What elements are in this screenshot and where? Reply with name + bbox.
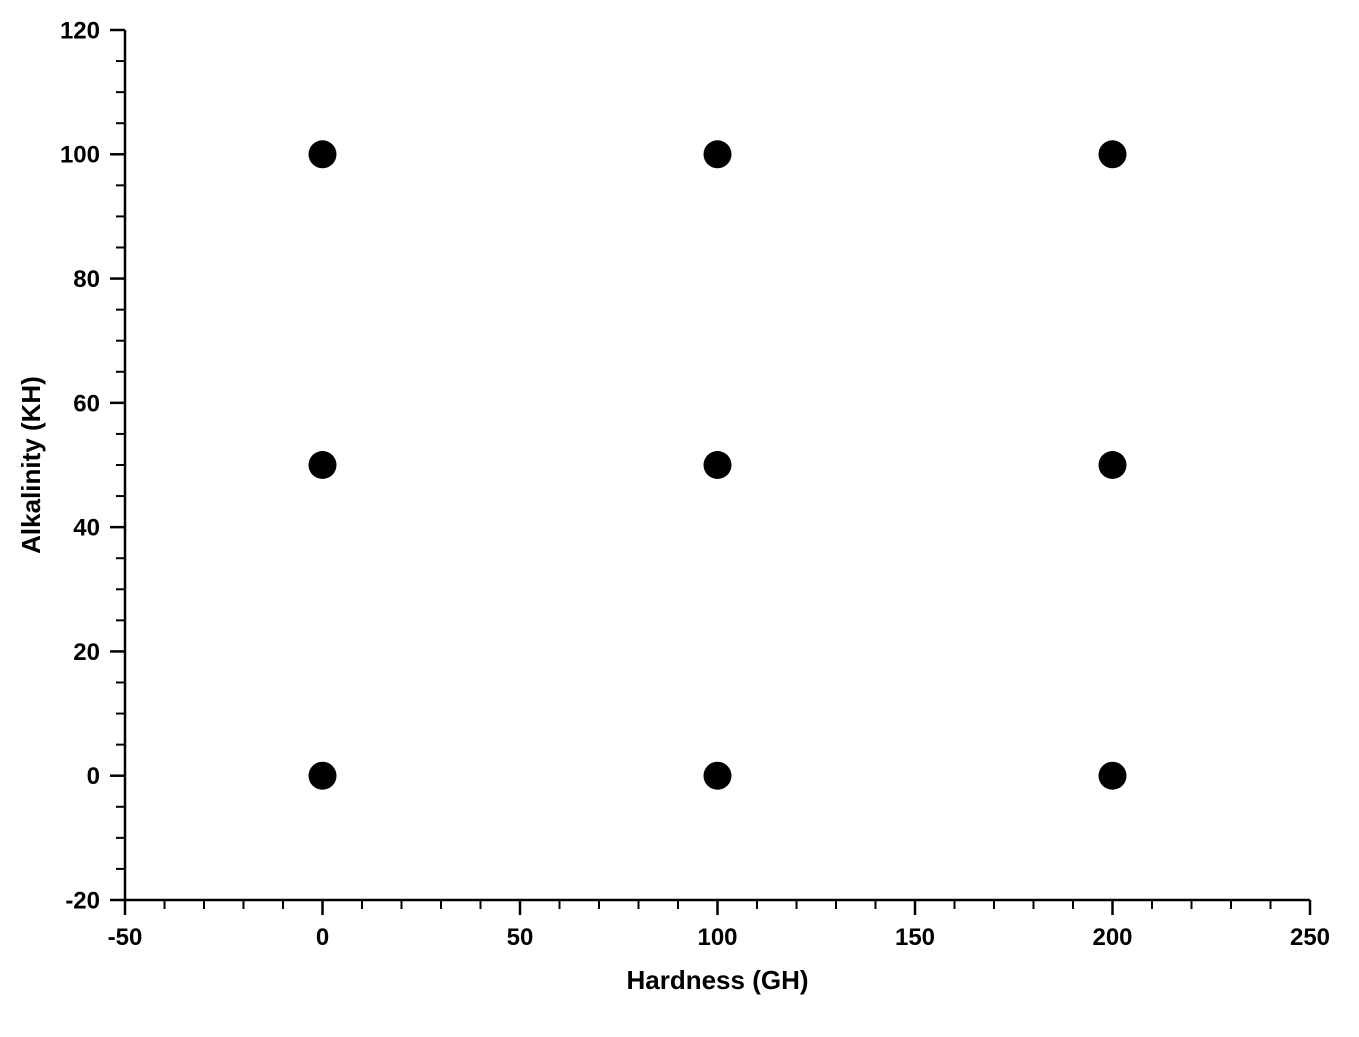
y-tick-label: 80 — [73, 266, 100, 293]
y-tick-label: 0 — [87, 763, 100, 790]
y-axis-label: Alkalinity (KH) — [16, 376, 46, 554]
data-point — [704, 140, 732, 168]
y-tick-label: -20 — [65, 887, 100, 914]
data-point — [704, 451, 732, 479]
x-tick-label: 50 — [507, 924, 534, 951]
x-tick-label: 0 — [316, 924, 329, 951]
chart-svg: -50 0 50 100 150 200 250 -20 0 20 40 60 80 100 120 Hard… — [0, 0, 1359, 1037]
y-tick-label: 40 — [73, 515, 100, 542]
data-point — [1099, 451, 1127, 479]
x-tick-label: 250 — [1290, 924, 1330, 951]
x-tick-label: 150 — [895, 924, 935, 951]
data-point — [1099, 140, 1127, 168]
scatter-chart: -50 0 50 100 150 200 250 -20 0 20 40 60 80 100 120 Hard… — [0, 0, 1359, 1037]
x-tick-label: 100 — [697, 924, 737, 951]
y-tick-label: 120 — [60, 17, 100, 44]
y-tick-label: 100 — [60, 142, 100, 169]
data-point — [1099, 762, 1127, 790]
y-tick-label: 60 — [73, 390, 100, 417]
x-axis-label: Hardness (GH) — [626, 965, 808, 995]
x-tick-label: -50 — [108, 924, 143, 951]
data-point — [704, 762, 732, 790]
x-tick-label: 200 — [1092, 924, 1132, 951]
data-point — [309, 762, 337, 790]
data-point — [309, 451, 337, 479]
y-tick-label: 20 — [73, 639, 100, 666]
data-point — [309, 140, 337, 168]
